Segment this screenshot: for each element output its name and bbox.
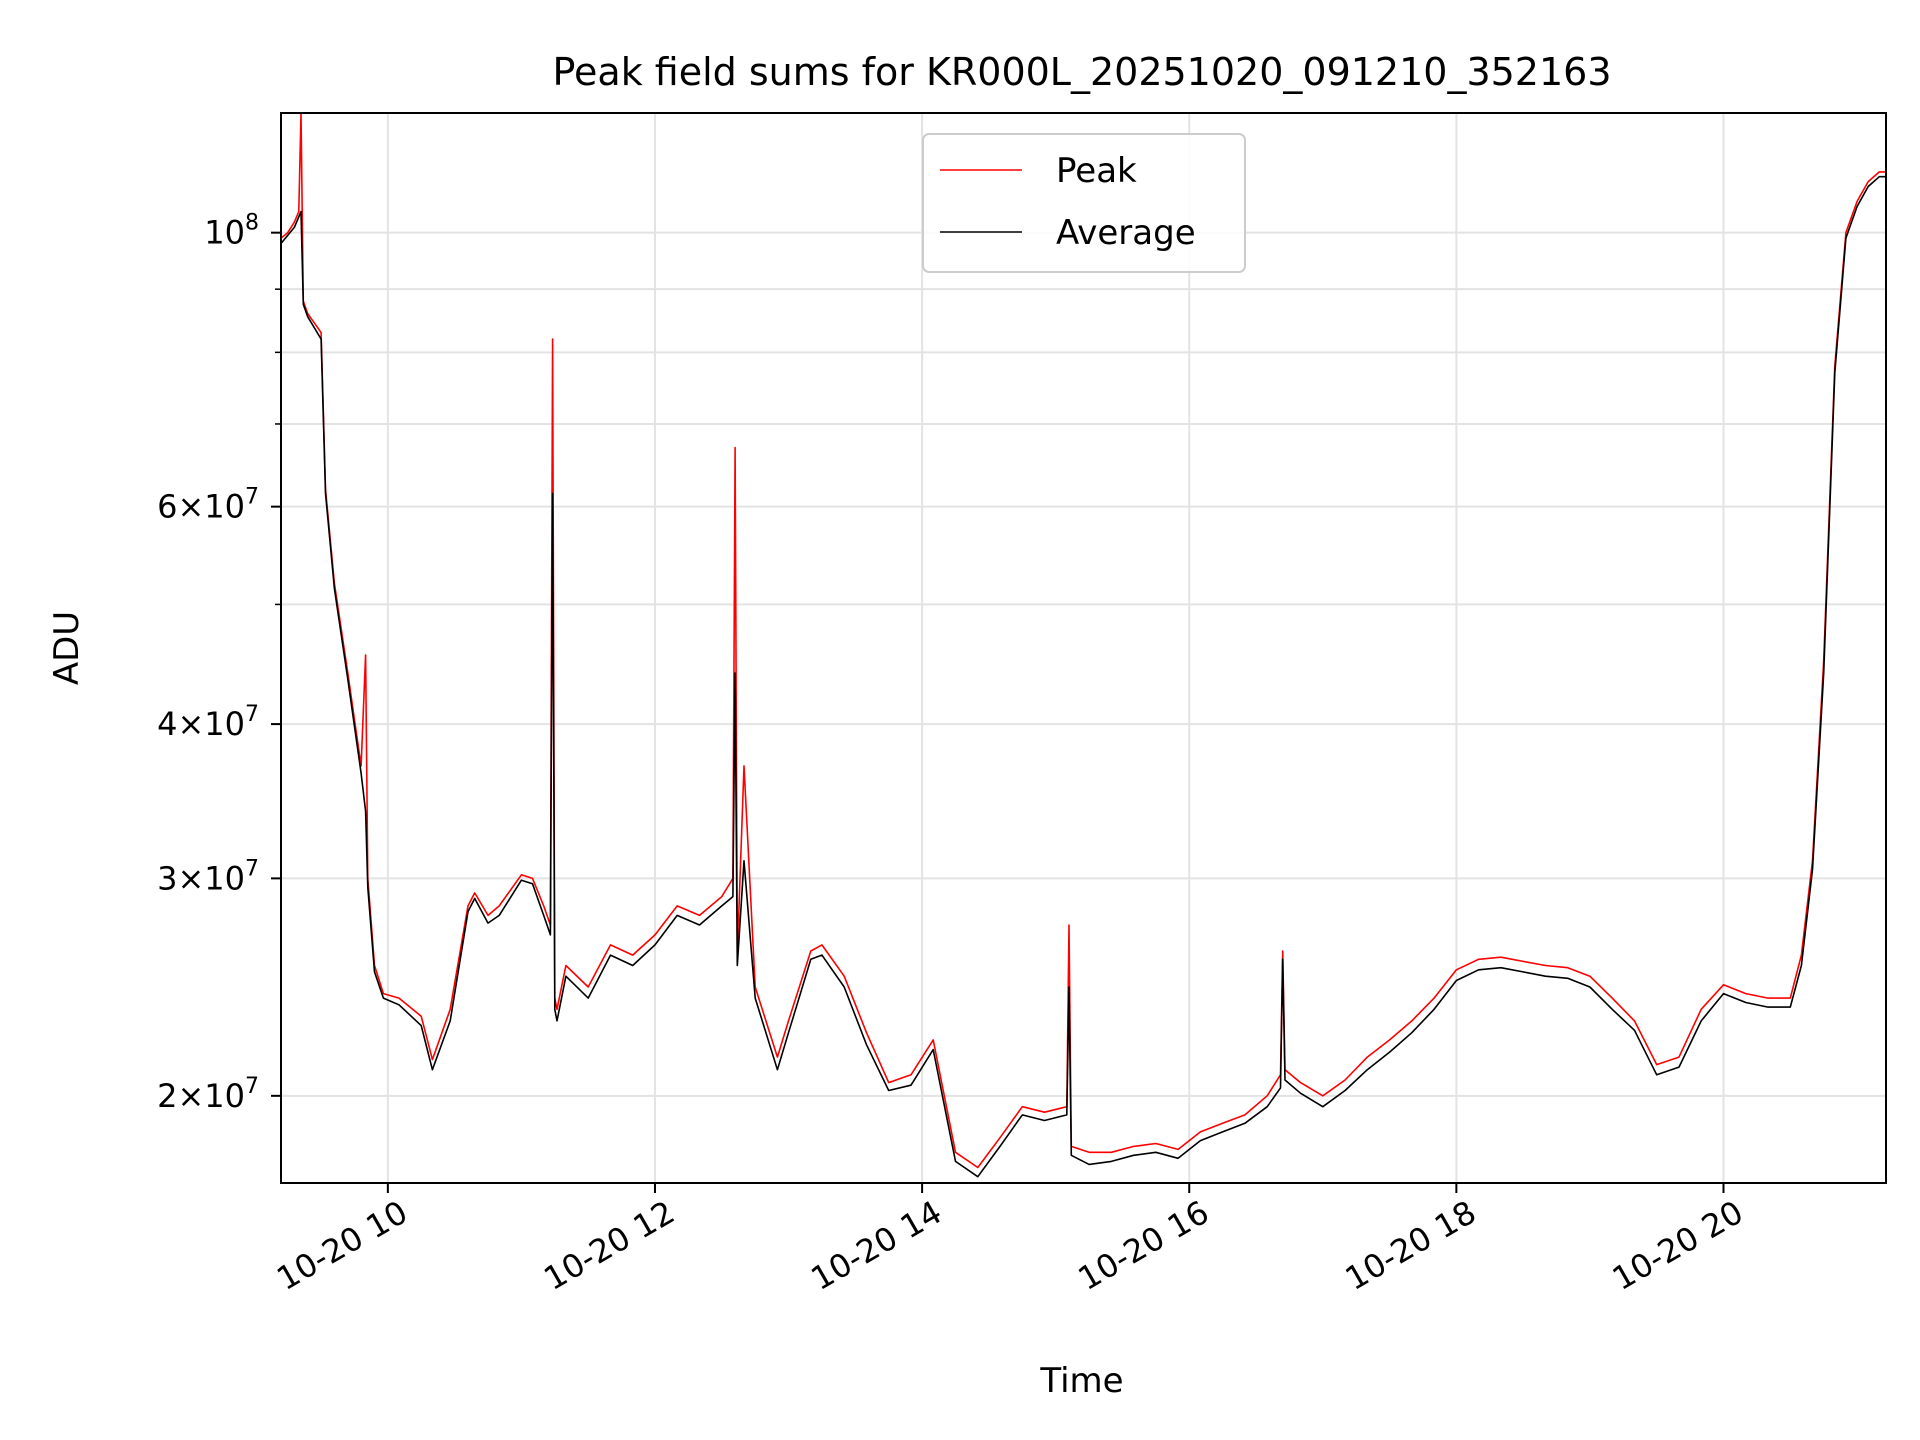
y-axis-label: ADU xyxy=(47,611,87,685)
y-tick-label: 2×107 xyxy=(157,1074,259,1115)
y-tick-label: 3×107 xyxy=(157,856,259,897)
chart-title: Peak field sums for KR000L_20251020_0912… xyxy=(552,50,1611,94)
x-axis-label: Time xyxy=(1039,1361,1123,1401)
y-tick-label: 108 xyxy=(204,211,259,252)
legend: Peak Average xyxy=(922,133,1246,273)
legend-box xyxy=(922,133,1246,273)
y-tick-label: 4×107 xyxy=(157,702,259,743)
y-tick-label: 6×107 xyxy=(157,485,259,526)
legend-average-label: Average xyxy=(1056,213,1196,253)
series-lines xyxy=(281,113,1886,1178)
legend-peak-label: Peak xyxy=(1056,151,1137,191)
series-line-average xyxy=(281,175,1886,1178)
series-line-peak xyxy=(281,113,1886,1169)
plot-frame xyxy=(280,112,1887,1184)
